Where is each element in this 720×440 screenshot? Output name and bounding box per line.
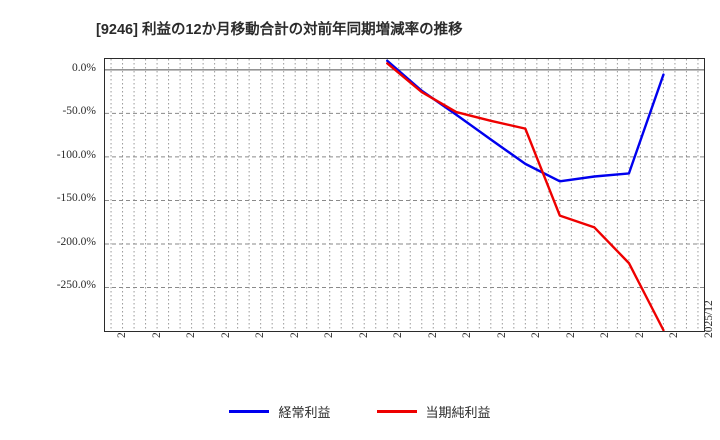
series-line bbox=[386, 59, 665, 183]
y-axis-tick-label: -50.0% bbox=[62, 105, 96, 118]
legend-item[interactable]: 当期純利益 bbox=[376, 402, 491, 421]
data-series-lines bbox=[386, 59, 665, 331]
legend-label: 経常利益 bbox=[278, 405, 331, 420]
chart-title: [9246] 利益の12か月移動合計の対前年同期増減率の推移 bbox=[96, 22, 463, 38]
legend-color-swatch bbox=[229, 410, 270, 413]
y-axis-tick-label: -100.0% bbox=[56, 148, 96, 161]
legend-color-swatch bbox=[376, 410, 417, 413]
legend-item[interactable]: 経常利益 bbox=[229, 402, 331, 421]
legend-label: 当期純利益 bbox=[425, 405, 491, 420]
y-axis-tick-label: -200.0% bbox=[56, 235, 96, 248]
grid-lines bbox=[105, 59, 704, 331]
chart-legend: 経常利益 当期純利益 bbox=[0, 402, 720, 421]
y-axis-tick-label: 0.0% bbox=[72, 61, 96, 74]
plot-area bbox=[104, 58, 705, 332]
y-axis-tick-label: -150.0% bbox=[56, 192, 96, 205]
series-line bbox=[386, 62, 665, 331]
y-axis-tick-label: -250.0% bbox=[56, 279, 96, 292]
